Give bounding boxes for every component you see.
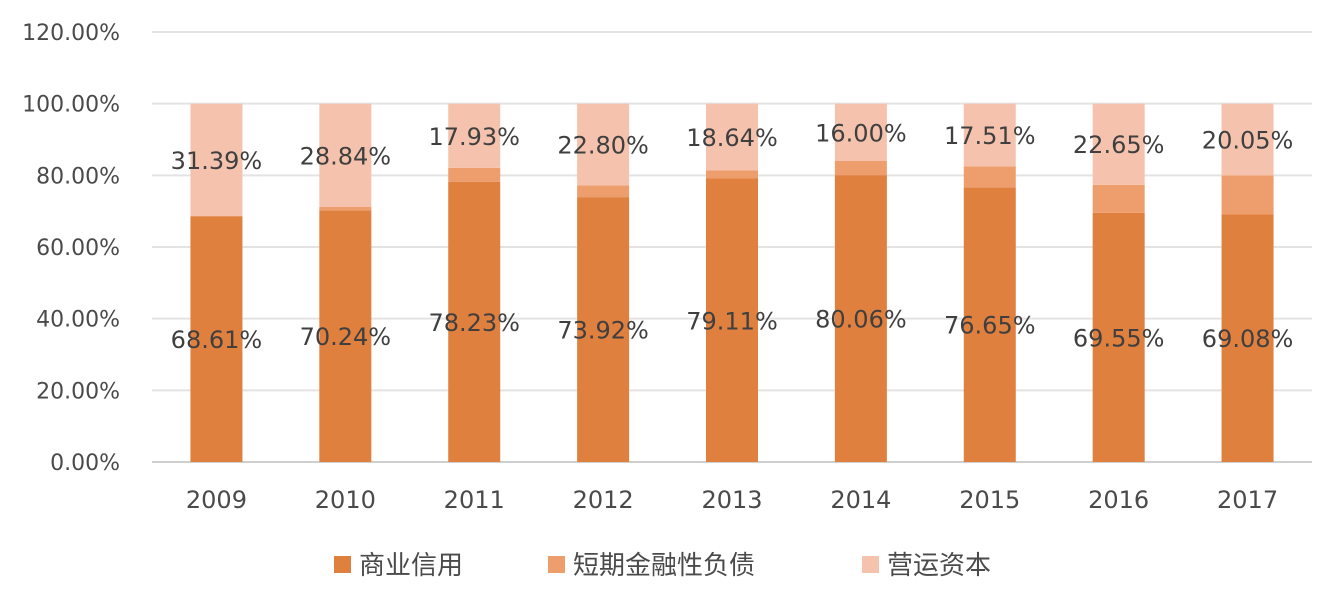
data-label-2011-1: 78.23% [428, 309, 520, 337]
legend-label: 短期金融性负债 [573, 551, 755, 581]
bar-segment-2016-1 [1092, 212, 1145, 462]
data-label-2013-3: 18.64% [686, 124, 778, 152]
legend-swatch [862, 556, 879, 573]
bar-segment-2014-3 [834, 103, 887, 161]
data-label-2011-3: 17.93% [428, 123, 520, 151]
data-label-2013-1: 79.11% [686, 307, 778, 335]
x-tick-label: 2014 [830, 486, 891, 514]
x-tick-label: 2017 [1217, 486, 1278, 514]
y-tick-label: 120.00% [22, 21, 120, 46]
bar-segment-2017-1 [1221, 214, 1274, 462]
bar-segment-2016-2 [1092, 184, 1145, 213]
x-tick-label: 2010 [315, 486, 376, 514]
legend-swatch [548, 556, 565, 573]
data-label-2012-1: 73.92% [557, 317, 649, 345]
data-label-2015-1: 76.65% [944, 312, 1036, 340]
x-tick-label: 2012 [573, 486, 634, 514]
bar-segment-2009-3 [190, 103, 243, 217]
data-label-2010-3: 28.84% [300, 142, 392, 170]
data-label-2015-3: 17.51% [944, 122, 1036, 150]
bar-segment-2011-1 [448, 181, 501, 462]
data-label-2010-1: 70.24% [300, 323, 392, 351]
bar-segment-2012-2 [577, 185, 630, 198]
data-label-2009-3: 31.39% [171, 147, 263, 175]
x-tick-label: 2011 [444, 486, 505, 514]
x-tick-label: 2013 [701, 486, 762, 514]
data-label-2012-3: 22.80% [557, 132, 649, 160]
data-label-2009-1: 68.61% [171, 326, 263, 354]
x-axis-tick-labels: 2009 2010 2011 2012 2013 2014 2015 2016 2017 [186, 486, 1278, 514]
y-tick-label: 20.00% [36, 379, 120, 404]
data-label-2016-1: 69.55% [1073, 324, 1165, 352]
y-tick-label: 100.00% [22, 93, 120, 118]
bar-segment-2015-2 [963, 166, 1016, 188]
x-tick-label: 2015 [959, 486, 1020, 514]
bar-segment-2012-3 [577, 103, 630, 186]
bar-segment-2015-3 [963, 103, 1016, 167]
legend-label: 营运资本 [887, 551, 991, 581]
bar-segment-2009-1 [190, 216, 243, 462]
bar-segment-2017-2 [1221, 175, 1274, 215]
data-label-2017-1: 69.08% [1202, 325, 1294, 353]
legend-swatch [334, 556, 351, 573]
bar-segment-2013-3 [706, 103, 758, 171]
bar-segment-2010-3 [319, 103, 372, 208]
bar-segment-2013-2 [706, 170, 758, 179]
x-tick-label: 2016 [1088, 486, 1149, 514]
legend-label: 商业信用 [359, 551, 463, 581]
x-tick-label: 2009 [186, 486, 247, 514]
y-tick-label: 60.00% [36, 236, 120, 261]
bar-segment-2014-2 [834, 161, 887, 176]
data-label-2017-3: 20.05% [1202, 127, 1294, 155]
y-tick-label: 0.00% [50, 451, 120, 476]
y-tick-label: 40.00% [36, 308, 120, 333]
y-axis-tick-labels: 0.00% 20.00% 40.00% 60.00% 80.00% 100.00% 120.… [22, 21, 120, 476]
bar-segment-2011-3 [448, 103, 501, 168]
bar-segment-2012-1 [577, 197, 630, 462]
bar-segment-2011-2 [448, 167, 501, 182]
bars [190, 103, 1274, 462]
data-label-2016-3: 22.65% [1073, 131, 1165, 159]
bar-segment-2015-1 [963, 187, 1016, 462]
data-label-2014-3: 16.00% [815, 119, 907, 147]
bar-segment-2017-3 [1221, 103, 1274, 176]
data-labels: 68.61% 31.39% 70.24% 28.84% 78.23% 17.93% 73.9… [171, 119, 1294, 354]
bar-segment-2016-3 [1092, 103, 1145, 185]
bar-segment-2010-2 [319, 207, 372, 211]
bar-segment-2014-1 [834, 175, 887, 462]
legend: 商业信用 短期金融性负债 营运资本 [334, 551, 991, 581]
data-label-2014-1: 80.06% [815, 306, 907, 334]
bar-segment-2010-1 [319, 210, 372, 462]
y-tick-label: 80.00% [36, 164, 120, 189]
bar-segment-2013-1 [706, 178, 758, 462]
